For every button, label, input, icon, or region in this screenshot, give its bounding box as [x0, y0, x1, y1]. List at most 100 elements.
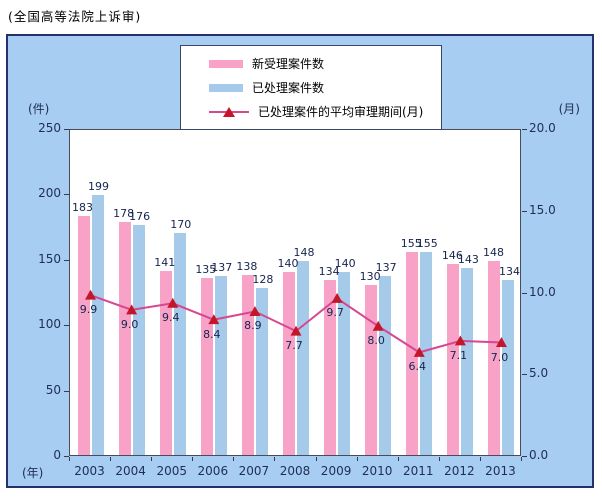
right-axis-tick-label: 15.0	[529, 202, 556, 217]
bar-value-label: 143	[457, 252, 479, 266]
bar-value-label: 170	[170, 217, 192, 231]
bar-value-label: 176	[129, 209, 151, 223]
triangle-marker-icon	[208, 314, 220, 325]
bar-value-label: 199	[88, 179, 110, 193]
triangle-marker-icon	[167, 297, 179, 308]
x-axis-year-label: 2008	[279, 464, 311, 478]
x-axis-year-label: 2005	[156, 464, 187, 478]
left-axis-tick-label: 50	[45, 382, 61, 397]
legend: 新受理案件数 已处理案件数 已处理案件的平均审理期间(月)	[180, 45, 442, 130]
left-axis-tickmark	[64, 194, 69, 196]
bar-processed-cases	[91, 194, 104, 455]
x-axis-year-label: 2012	[444, 464, 475, 478]
bar-new-cases	[159, 270, 172, 455]
x-axis-year-label: 2010	[361, 464, 393, 478]
bar-value-label: 148	[482, 246, 504, 260]
bar-processed-cases	[379, 275, 392, 455]
bar-processed-cases	[338, 271, 351, 455]
bar-processed-cases	[297, 261, 309, 455]
bar-value-label: 140	[277, 256, 299, 270]
x-axis-tickmark	[69, 457, 70, 461]
x-axis-tickmark	[438, 457, 440, 461]
triangle-marker-icon	[249, 305, 261, 316]
bar-value-label: 183	[72, 200, 94, 214]
bar-value-label: 135	[195, 263, 217, 277]
x-axis-tickmark	[521, 457, 522, 461]
right-axis-tick-label: 10.0	[529, 284, 556, 299]
line-value-label: 7.0	[490, 350, 509, 364]
x-axis-tickmark	[479, 457, 481, 461]
triangle-marker-icon	[223, 106, 235, 117]
line-value-label: 7.7	[285, 339, 303, 353]
triangle-marker-icon	[331, 292, 343, 303]
right-axis-unit-label: (月)	[558, 102, 580, 116]
bar-value-label: 138	[236, 259, 258, 273]
x-axis-tickmark	[192, 457, 194, 461]
bar-new-cases	[241, 274, 254, 455]
x-axis-year-label: 2006	[197, 464, 229, 478]
bar-value-label: 148	[293, 246, 315, 260]
bar-new-cases	[365, 284, 378, 455]
left-axis-tick-label: 100	[38, 317, 61, 332]
line-value-label: 8.9	[244, 319, 262, 333]
legend-swatch-new-cases	[209, 59, 243, 68]
x-axis-year-label: 2009	[320, 464, 352, 478]
x-axis-unit-label: (年)	[22, 466, 44, 480]
right-axis-tickmark	[522, 210, 527, 212]
bar-new-cases	[77, 215, 90, 455]
x-axis-tickmark	[151, 457, 153, 461]
bar-value-label: 146	[441, 249, 463, 263]
x-axis-year-label: 2003	[74, 464, 105, 478]
line-value-label: 9.0	[120, 317, 139, 331]
line-value-label: 7.1	[449, 348, 468, 362]
bar-value-label: 130	[359, 269, 381, 283]
triangle-marker-icon	[85, 289, 97, 300]
line-value-label: 9.4	[161, 311, 180, 325]
left-axis-tick-label: 200	[38, 186, 61, 201]
triangle-marker-icon	[413, 346, 425, 357]
left-axis-unit-label: (件)	[28, 102, 50, 116]
x-axis-tickmark	[356, 457, 358, 461]
bar-processed-cases	[420, 252, 433, 455]
bar-processed-cases	[255, 287, 268, 455]
left-axis-tickmark	[64, 390, 69, 392]
left-axis-tickmark	[64, 259, 69, 261]
bar-processed-cases	[214, 275, 227, 455]
bar-processed-cases	[173, 232, 186, 455]
line-value-label: 9.7	[326, 306, 344, 320]
legend-item-new-cases: 新受理案件数	[209, 55, 431, 72]
x-axis-year-label: 2011	[402, 464, 434, 478]
x-axis-year-label: 2013	[485, 464, 516, 478]
chart-container: 新受理案件数 已处理案件数 已处理案件的平均审理期间(月) (件) (月) (年…	[6, 34, 594, 488]
x-axis-tickmark	[233, 457, 235, 461]
bar-value-label: 140	[334, 256, 356, 270]
line-value-label: 8.4	[203, 327, 221, 341]
bar-value-label: 137	[375, 260, 397, 274]
bar-value-label: 178	[113, 207, 135, 221]
left-axis-tick-label: 250	[38, 121, 61, 135]
legend-swatch-avg-period	[209, 106, 249, 117]
left-axis-tick-label: 0	[53, 448, 61, 462]
triangle-marker-icon	[290, 325, 302, 336]
triangle-marker-icon	[372, 320, 384, 331]
right-axis-tick-label: 5.0	[529, 366, 549, 381]
left-axis-tickmark	[64, 325, 69, 327]
right-axis-tickmark	[522, 456, 527, 457]
bar-new-cases	[406, 252, 419, 455]
bar-processed-cases	[132, 224, 145, 455]
line-series-layer	[85, 289, 507, 357]
x-axis-year-label: 2007	[238, 464, 270, 478]
left-axis-tickmark	[64, 456, 69, 457]
bar-value-label: 128	[252, 272, 274, 286]
bar-value-label: 155	[416, 237, 438, 251]
bar-value-label: 134	[498, 264, 520, 278]
x-axis-tickmark	[110, 457, 112, 461]
right-axis-tickmark	[522, 292, 527, 294]
right-axis-tick-label: 20.0	[529, 121, 556, 135]
triangle-marker-icon	[495, 337, 507, 348]
bar-new-cases	[283, 271, 295, 455]
x-axis-tickmark	[315, 457, 317, 461]
right-axis-tick-label: 0.0	[529, 448, 549, 462]
legend-label-processed-cases: 已处理案件数	[252, 81, 325, 95]
